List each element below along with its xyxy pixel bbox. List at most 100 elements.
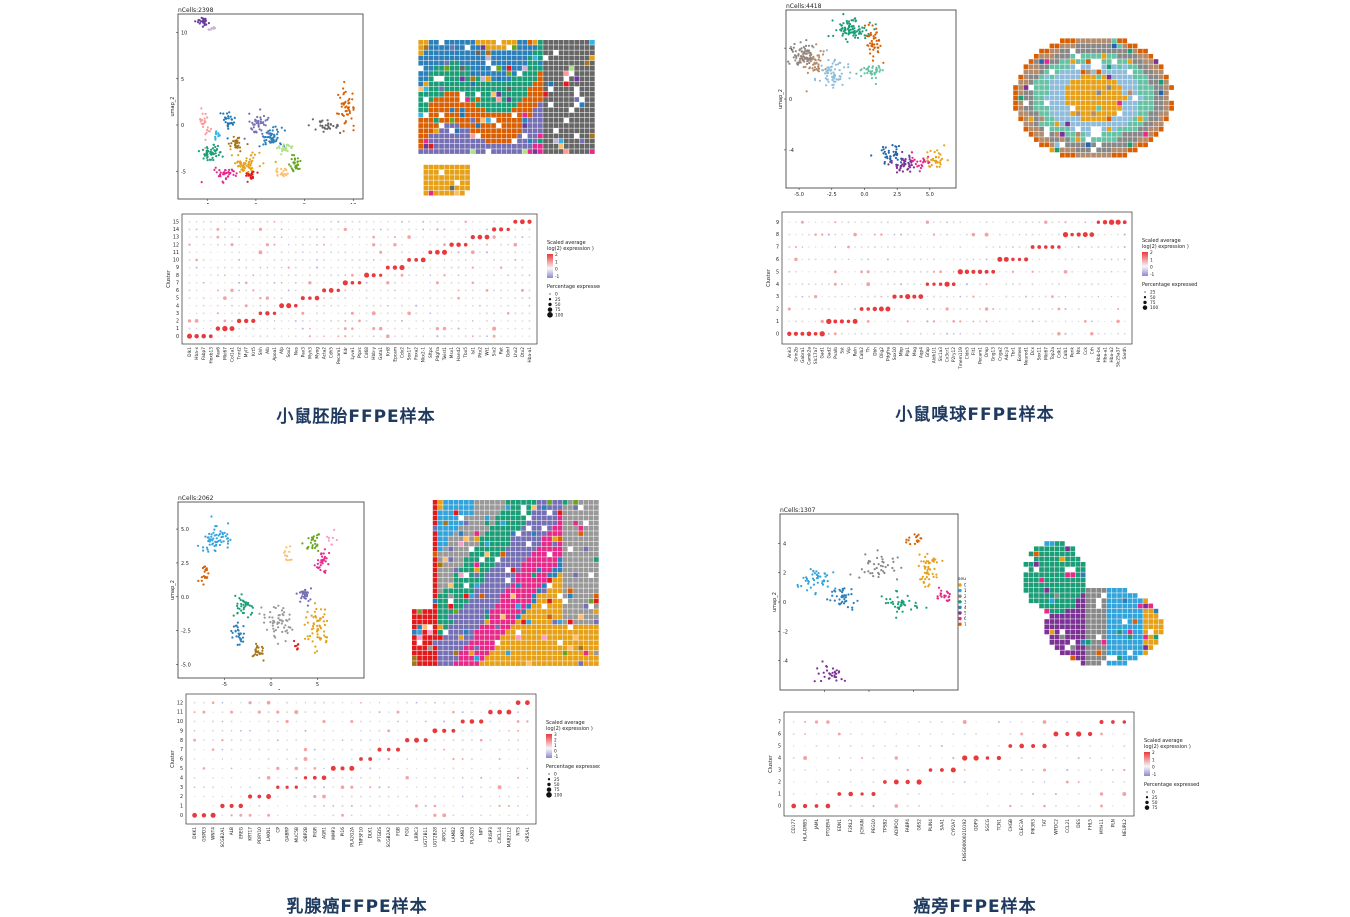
expression-dot [416, 282, 417, 283]
spatial-spot [424, 128, 429, 133]
spatial-spot [1133, 142, 1138, 147]
expression-dot [238, 221, 240, 223]
spatial-spot [448, 588, 453, 593]
expression-dot [1038, 296, 1039, 297]
expression-dot [1071, 258, 1073, 260]
expression-dot [188, 244, 190, 246]
spatial-spot [454, 516, 459, 521]
expression-dot [841, 283, 843, 285]
spatial-spot [522, 113, 527, 118]
expression-dot [492, 227, 496, 231]
umap-point [233, 121, 235, 123]
expression-dot [337, 320, 339, 322]
umap-point [263, 115, 265, 117]
expression-dot [451, 275, 452, 276]
umap-point [326, 636, 328, 638]
umap-point [308, 124, 310, 126]
expression-dot [959, 221, 961, 223]
umap-point [341, 106, 343, 108]
spatial-spot [532, 531, 537, 536]
expression-dot [926, 271, 928, 273]
expression-dot [499, 227, 503, 231]
spatial-spot [485, 536, 490, 541]
expression-dot [308, 296, 312, 300]
spatial-spot [1159, 101, 1164, 106]
expression-dot [795, 221, 797, 223]
expression-dot [873, 307, 877, 311]
spatial-spot [424, 66, 429, 71]
expression-dot [1117, 296, 1119, 298]
spatial-spot [558, 599, 563, 604]
spatial-spot [1081, 85, 1086, 90]
expression-dot [848, 271, 849, 272]
umap-point [229, 539, 231, 541]
spatial-spot [516, 568, 521, 573]
spatial-spot [469, 562, 474, 567]
spatial-spot [469, 573, 474, 578]
expression-dot [210, 221, 212, 223]
spatial-spot [573, 516, 578, 521]
umap-point [875, 83, 877, 85]
umap-point [320, 608, 322, 610]
spatial-spot [455, 165, 460, 170]
spatial-spot [429, 139, 434, 144]
expression-dot [486, 328, 487, 329]
expression-dot [933, 333, 935, 335]
dot-frame [182, 214, 537, 344]
spatial-spot [1060, 127, 1065, 132]
spatial-spot [1164, 90, 1169, 95]
expression-dot [366, 236, 368, 238]
umap-point [254, 123, 256, 125]
gene-tick-label: Ank3 [787, 347, 793, 358]
spatial-spot [486, 56, 491, 61]
spatial-spot [469, 531, 474, 536]
expression-dot [835, 308, 836, 309]
expression-dot [274, 236, 276, 238]
expression-dot [1051, 295, 1054, 298]
umap-point [240, 603, 242, 605]
umap-point [859, 28, 861, 30]
spatial-spot [1039, 116, 1044, 121]
spatial-spot [433, 557, 438, 562]
umap-point [323, 552, 325, 554]
spatial-spot [1065, 90, 1070, 95]
expression-dot [479, 312, 481, 314]
spatial-spot [481, 149, 486, 154]
expression-dot [253, 282, 255, 284]
umap-point [208, 22, 210, 24]
spatial-spot [1076, 111, 1081, 116]
umap-point [914, 159, 916, 161]
spatial-spot [568, 510, 573, 515]
spatial-spot [1107, 111, 1112, 116]
umap-point [202, 19, 204, 21]
umap-point [233, 615, 235, 617]
spatial-spot [491, 87, 496, 92]
umap-point [228, 143, 230, 145]
expression-dot [422, 228, 424, 230]
spatial-spot [491, 134, 496, 139]
spatial-spot [585, 134, 590, 139]
expression-dot [210, 297, 211, 298]
expression-dot [815, 258, 817, 260]
expression-dot [260, 267, 262, 269]
expression-dot [973, 308, 974, 309]
spatial-spot [573, 594, 578, 599]
expression-dot [485, 235, 490, 240]
expression-dot [458, 221, 460, 223]
expression-dot [252, 259, 254, 261]
spatial-spot [589, 526, 594, 531]
spatial-spot [474, 588, 479, 593]
spatial-spot [443, 521, 448, 526]
spatial-spot [496, 82, 501, 87]
umap-point [798, 61, 800, 63]
expression-dot [966, 296, 968, 298]
umap-point [343, 92, 345, 94]
spatial-spot [542, 542, 547, 547]
expression-dot [246, 298, 247, 299]
umap-point [248, 113, 250, 115]
spatial-spot [476, 87, 481, 92]
spatial-spot [1091, 137, 1096, 142]
spatial-spot [1034, 122, 1039, 127]
umap-point [243, 607, 245, 609]
gene-tick-label: Gad1 [820, 347, 826, 359]
